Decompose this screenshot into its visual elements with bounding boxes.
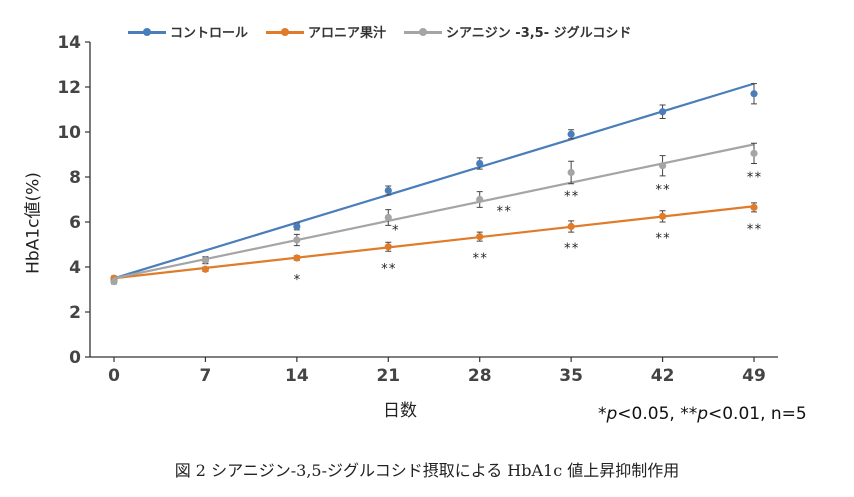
data-point (384, 243, 392, 251)
data-point (750, 149, 758, 157)
significance-note: *p<0.05, **p<0.01, n=5 (598, 404, 807, 424)
significance-mark: ** (655, 231, 671, 246)
significance-mark: ** (563, 190, 579, 205)
data-point (567, 222, 575, 231)
series-1-trend-line (113, 205, 755, 280)
data-point (658, 108, 667, 116)
y-tick-label: 14 (57, 33, 81, 53)
data-point (293, 222, 301, 231)
data-point (476, 195, 484, 204)
legend-item: シアニジン -3,5- ジグルコシド (404, 22, 631, 41)
legend-item: コントロール (128, 22, 248, 41)
y-tick-label: 8 (69, 168, 81, 188)
data-point (750, 203, 758, 211)
legend-label: コントロール (170, 26, 249, 41)
figure-caption: 図 2 シアニジン-3,5-ジグルコシド摂取による HbA1c 値上昇抑制作用 (174, 461, 680, 480)
data-point (567, 168, 575, 177)
data-point (658, 212, 667, 220)
x-tick-label: 49 (742, 366, 766, 386)
legend-swatch (404, 26, 443, 38)
y-tick-label: 10 (57, 123, 81, 143)
data-point (476, 159, 484, 168)
data-point (201, 256, 210, 264)
x-tick-label: 42 (651, 366, 675, 386)
y-tick-label: 0 (69, 348, 81, 368)
significance-mark: ** (496, 205, 512, 220)
significance-mark: ** (380, 262, 396, 277)
y-tick-label: 6 (69, 213, 81, 233)
legend: コントロール アロニア果汁 シアニジン -3,5- ジグルコシド (128, 22, 649, 41)
x-axis-title: 日数 (383, 401, 417, 421)
legend-swatch (266, 26, 305, 38)
series-2-trend-line (113, 143, 755, 280)
x-tick-label: 14 (285, 366, 309, 386)
y-axis-title: HbA1c値(%) (23, 172, 44, 274)
x-tick-label: 0 (108, 366, 120, 386)
data-point (384, 186, 392, 195)
y-tick-label: 4 (69, 258, 81, 278)
legend-label: シアニジン -3,5- ジグルコシド (446, 26, 632, 41)
x-tick-label: 35 (559, 366, 583, 386)
significance-mark: ** (746, 170, 762, 185)
data-point (658, 162, 667, 170)
legend-swatch (128, 26, 166, 38)
significance-mark: * (293, 273, 301, 288)
data-point (201, 265, 210, 273)
significance-mark: ** (563, 242, 579, 257)
data-point (110, 278, 118, 286)
x-tick-label: 21 (376, 366, 400, 386)
legend-item: アロニア果汁 (266, 22, 386, 41)
legend-label: アロニア果汁 (308, 26, 387, 41)
series-0-trend-line (113, 82, 755, 280)
data-point (293, 236, 301, 244)
y-tick-label: 12 (57, 78, 81, 98)
x-tick-label: 7 (200, 366, 212, 386)
data-point (293, 254, 301, 262)
y-tick-label: 2 (69, 303, 81, 323)
significance-mark: ** (746, 222, 762, 237)
data-point (384, 213, 392, 222)
x-tick-label: 28 (468, 366, 492, 386)
data-point (750, 90, 758, 98)
data-point (476, 233, 484, 241)
significance-mark: ** (472, 252, 488, 267)
y-axis-title-box: HbA1c値(%) (16, 148, 46, 298)
significance-mark: ** (655, 183, 671, 198)
data-point (567, 130, 575, 138)
significance-mark: * (391, 224, 399, 239)
